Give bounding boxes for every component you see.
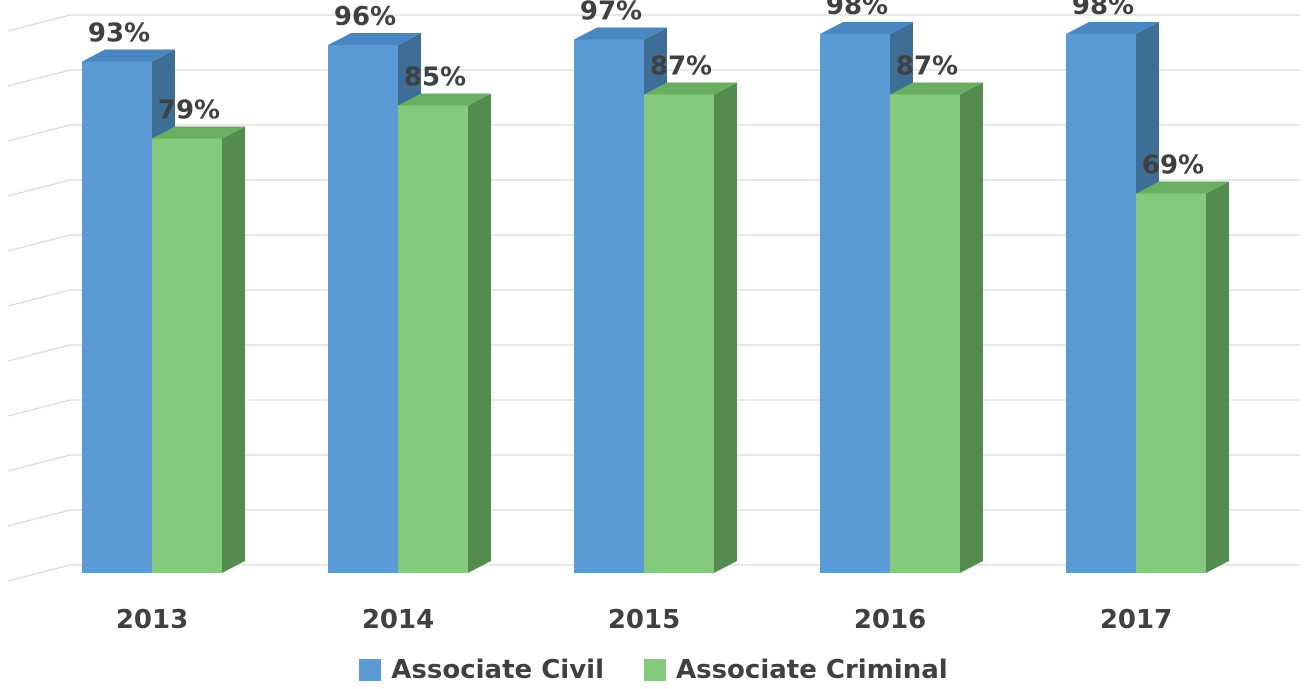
bar-associate-civil-2014	[328, 45, 398, 573]
data-label-associate-civil-2014: 96%	[334, 2, 396, 32]
bar-top-associate-civil-2017	[1066, 22, 1159, 34]
x-tick-label-2017: 2017	[1100, 605, 1172, 635]
bar-top-associate-criminal-2014	[398, 93, 491, 106]
data-label-associate-civil-2016: 98%	[826, 0, 888, 21]
bar-associate-criminal-2017	[1136, 193, 1206, 573]
bar-associate-civil-2015	[574, 39, 644, 573]
bar-side-associate-criminal-2017	[1206, 181, 1229, 573]
bar-side-associate-criminal-2016	[960, 82, 983, 573]
gridline-diagonal	[7, 14, 71, 32]
bars	[82, 22, 1229, 573]
bar-associate-civil-2017	[1066, 34, 1136, 573]
data-label-associate-criminal-2015: 87%	[650, 52, 712, 82]
bar-side-associate-criminal-2013	[222, 126, 245, 573]
bar-top-associate-civil-2014	[328, 33, 421, 45]
gridline-diagonal	[7, 289, 71, 307]
bar-top-associate-criminal-2013	[152, 126, 245, 139]
bar-top-associate-civil-2015	[574, 27, 667, 40]
bar-chart: 93%79%96%85%97%87%98%87%98%69% 2013 2014 2…	[7, 0, 1300, 635]
legend: Associate Civil Associate Criminal	[0, 655, 1307, 685]
bar-associate-criminal-2013	[152, 138, 222, 573]
x-axis-tick-labels: 2013 2014 2015 2016 2017	[116, 605, 1172, 635]
gridline-diagonal	[7, 454, 71, 472]
legend-swatch-associate-civil	[359, 659, 382, 681]
x-tick-label-2014: 2014	[362, 605, 434, 635]
gridline-diagonal	[7, 179, 71, 197]
data-label-associate-criminal-2016: 87%	[896, 52, 958, 82]
data-labels: 93% 79% 96% 85% 97% 87% 98% 87% 98% 69%	[88, 0, 1204, 181]
x-tick-label-2015: 2015	[608, 605, 680, 635]
x-tick-label-2016: 2016	[854, 605, 926, 635]
gridline-diagonal	[7, 509, 71, 527]
data-label-associate-criminal-2014: 85%	[404, 63, 466, 93]
bar-top-associate-criminal-2015	[644, 82, 737, 95]
legend-item-associate-criminal: Associate Criminal	[643, 655, 948, 685]
gridline-diagonal	[7, 124, 71, 142]
bar-associate-criminal-2015	[644, 94, 714, 573]
data-label-associate-civil-2013: 93%	[88, 19, 150, 49]
bar-top-associate-civil-2016	[820, 22, 913, 34]
bar-side-associate-criminal-2015	[714, 82, 737, 573]
bar-top-associate-criminal-2016	[890, 82, 983, 95]
bar-associate-criminal-2014	[398, 105, 468, 573]
data-label-associate-criminal-2017: 69%	[1142, 151, 1204, 181]
gridline-diagonal	[7, 69, 71, 87]
legend-label-associate-criminal: Associate Criminal	[675, 655, 948, 685]
legend-item-associate-civil: Associate Civil	[359, 655, 604, 685]
legend-label-associate-civil: Associate Civil	[391, 655, 604, 685]
data-label-associate-civil-2015: 97%	[580, 0, 642, 27]
gridline-diagonal	[7, 399, 71, 417]
gridline-diagonal	[7, 234, 71, 252]
data-label-associate-civil-2017: 98%	[1072, 0, 1134, 21]
bar-top-associate-civil-2013	[82, 49, 175, 62]
legend-swatch-associate-criminal	[643, 659, 666, 681]
gridline-diagonal	[7, 564, 71, 582]
bar-top-associate-criminal-2017	[1136, 181, 1229, 194]
bar-side-associate-criminal-2014	[468, 93, 491, 573]
bar-associate-criminal-2016	[890, 94, 960, 573]
bar-associate-civil-2013	[82, 61, 152, 573]
data-label-associate-criminal-2013: 79%	[158, 96, 220, 126]
gridline-diagonal	[7, 344, 71, 362]
x-tick-label-2013: 2013	[116, 605, 188, 635]
bar-associate-civil-2016	[820, 34, 890, 573]
